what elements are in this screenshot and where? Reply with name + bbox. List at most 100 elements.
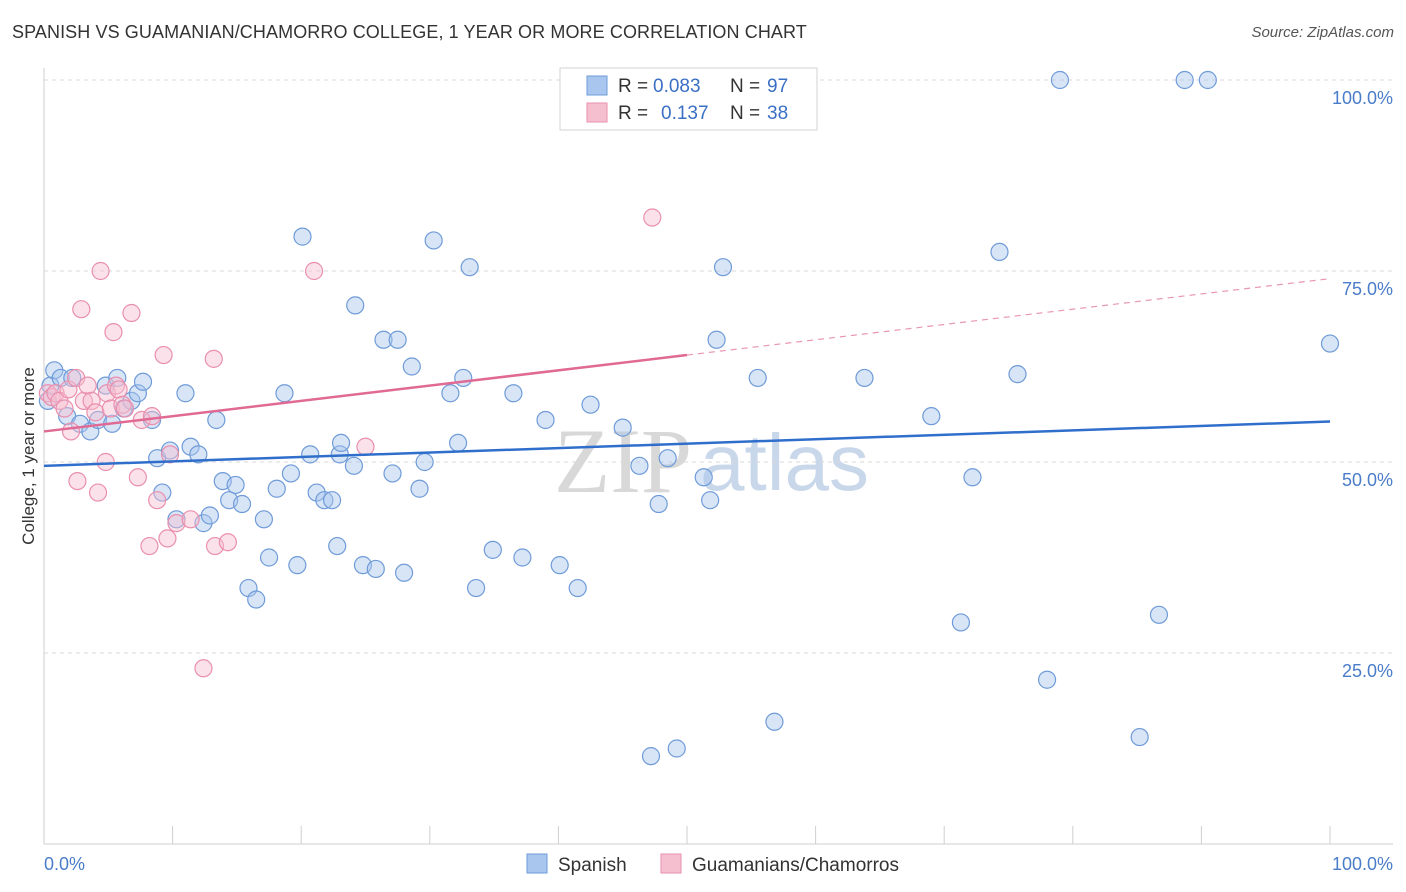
spanish-point [990,242,1009,261]
spanish-point [536,410,555,430]
guamanian-point [86,403,105,422]
spanish-point [694,468,713,487]
x-axis-ticks [172,826,1331,844]
guamanian-point [109,380,128,399]
spanish-point [176,384,195,403]
spanish-point [483,540,502,559]
spanish-point [765,712,784,731]
spanish-point [122,391,141,410]
watermark: ZIP atlas [554,410,869,512]
spanish-point [207,410,226,430]
spanish-point [383,464,402,483]
legend-r-label-guamanian: R = [618,103,648,124]
spanish-point [63,368,82,388]
legend-n-value-guamanian: 38 [767,103,788,124]
legend-top: R = 0.083 N = 97 R = 0.137 N = 38 [559,67,818,131]
guamanian-point [140,536,159,556]
spanish-point [281,464,301,483]
spanish-point [181,437,200,456]
spanish-point [275,384,294,403]
legend-bottom-label-spanish: Spanish [558,855,627,876]
guamanian-point [643,208,662,227]
guamanian-point [160,445,180,464]
guamanian-point [218,533,237,552]
spanish-point [366,559,385,579]
spanish-point [374,330,393,349]
legend-r-value-spanish: 0.083 [653,76,701,97]
spanish-point [189,445,208,464]
spanish-point [247,590,266,609]
series-guamanian-points [38,208,662,678]
y-axis-title: College, 1 year or more [19,367,38,545]
spanish-point [315,491,334,510]
spanish-point [649,494,668,514]
legend-bottom-label-guamanian: Guamanians/Chamorros [692,855,899,876]
spanish-point [232,494,252,514]
trend-lines [43,278,1331,468]
x-tick-label-max: 100.0% [1332,854,1393,874]
legend-bottom-swatch-guamanian [660,853,682,874]
guamanian-point [68,472,87,491]
spanish-point [415,452,434,472]
spanish-point [441,384,460,403]
spanish-point [331,433,351,452]
legend-bottom: Spanish Guamanians/Chamorros [526,853,899,876]
chart-title: SPANISH VS GUAMANIAN/CHAMORRO COLLEGE, 1… [12,22,807,42]
spanish-point [922,407,941,426]
spanish-point [402,357,421,376]
guamanian-point [154,345,173,365]
guamanian-point [78,376,97,395]
spanish-point [1008,365,1027,384]
guamanian-point [158,529,177,548]
spanish-point [613,418,632,437]
spanish-point [641,747,661,766]
watermark-zip: ZIP [554,410,692,512]
y-axis-tick-labels: 25.0% 50.0% 75.0% 100.0% [1332,88,1393,681]
spanish-point [1175,70,1194,90]
spanish-point [388,330,407,349]
axes [43,68,1393,845]
spanish-point [394,563,414,582]
spanish-point [855,368,874,388]
guamanian-point [148,491,167,510]
guamanian-point [55,399,74,418]
spanish-point [1149,605,1169,624]
spanish-point [344,456,364,475]
spanish-point [424,231,443,250]
guamanian-point [88,483,108,502]
spanish-point [454,368,473,388]
y-tick-label: 100.0% [1332,88,1393,108]
spanish-point [667,739,686,758]
spanish-point [1050,70,1070,90]
watermark-atlas: atlas [700,418,869,507]
trend-line-spanish [43,420,1331,468]
legend-bottom-swatch-spanish [526,853,548,874]
spanish-point [259,548,279,567]
spanish-point [200,506,219,525]
guamanian-point [74,391,93,410]
guamanian-point [104,323,123,342]
y-tick-label: 75.0% [1342,279,1393,299]
spanish-point [1130,727,1149,747]
legend-n-label-guamanian: N = [730,103,760,124]
spanish-point [550,556,569,575]
spanish-point [1198,70,1217,90]
spanish-point [513,548,532,567]
guamanian-point [96,452,115,472]
spanish-point [328,536,347,556]
spanish-point [267,479,286,498]
y-tick-label: 25.0% [1342,661,1393,681]
spanish-point [322,491,342,510]
legend-n-label-spanish: N = [730,76,760,97]
spanish-point [951,613,971,632]
legend-swatch-guamanian [586,102,608,123]
guamanian-point [181,510,200,529]
spanish-point [707,330,726,349]
guamanian-point [115,399,135,418]
spanish-point [346,296,365,315]
spanish-point [307,483,326,502]
x-tick-label-min: 0.0% [44,854,85,874]
spanish-point [160,441,180,460]
spanish-point [226,475,245,495]
